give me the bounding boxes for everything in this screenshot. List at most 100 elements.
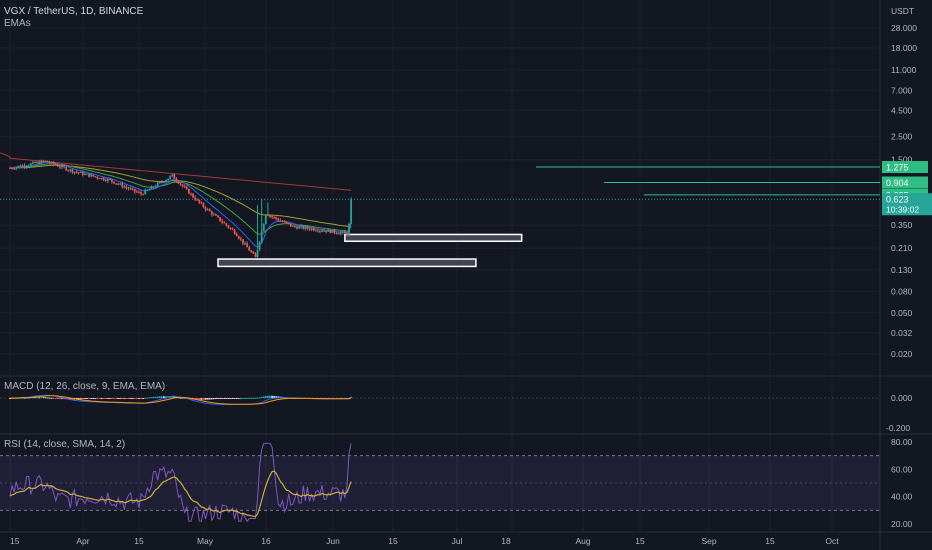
candle-body (333, 230, 336, 233)
candle-body (196, 199, 199, 201)
candle-body (302, 226, 305, 229)
support-zone-2 (344, 233, 523, 242)
candle-body (25, 165, 28, 167)
candle-body (46, 160, 49, 163)
macd-histogram-bar (152, 396, 155, 398)
candle-body (348, 223, 350, 235)
time-tick-label: 18 (501, 536, 511, 546)
candle-body (23, 165, 26, 167)
macd-histogram-bar (63, 398, 65, 400)
candle-body (67, 170, 70, 172)
candle-body (237, 236, 240, 239)
candle-body (59, 166, 61, 168)
candle-body (210, 211, 213, 215)
macd-title[interactable]: MACD (12, 26, close, 9, EMA, EMA) (4, 381, 166, 392)
candle-body (86, 173, 88, 175)
chart-title[interactable]: VGX / TetherUS, 1D, BINANCE (4, 6, 144, 17)
macd-histogram-bar (104, 398, 107, 399)
grid (0, 0, 880, 532)
candle-body (75, 171, 78, 173)
candle-body (275, 217, 278, 219)
candle-body (204, 207, 207, 210)
candle-body (343, 231, 346, 233)
candle-body (296, 226, 298, 229)
macd-histogram-bar (90, 398, 93, 399)
macd-histogram-bar (217, 398, 219, 399)
macd-histogram-bar (79, 398, 82, 400)
resistance-levels[interactable] (0, 166, 880, 200)
candle-body (187, 188, 190, 194)
macd-histogram-bar (148, 397, 151, 399)
candle-body (65, 167, 68, 171)
candle-body (40, 160, 43, 164)
macd-histogram-bar (210, 398, 213, 400)
ema-lines (0, 152, 352, 248)
candle-body (36, 161, 38, 164)
candle-body (291, 225, 294, 227)
macd-histogram-bar (219, 398, 221, 399)
macd-histogram-bar (48, 397, 51, 399)
macd-histogram-bar (248, 397, 251, 399)
level-tag-bg (882, 176, 928, 189)
candle-body (171, 174, 174, 177)
indicator-label[interactable]: EMAs (4, 18, 31, 29)
candle-body (321, 230, 323, 232)
macd-histogram-bar (106, 398, 109, 399)
macd-histogram-bar (140, 398, 142, 399)
macd-histogram-bar (200, 398, 203, 400)
rsi-ma-line (9, 470, 352, 518)
rsi-title[interactable]: RSI (14, close, SMA, 14, 2) (4, 439, 126, 450)
rsi-tick-label: 60.00 (891, 464, 913, 474)
macd-histogram-bar (267, 395, 269, 398)
macd-histogram-bar (275, 396, 278, 398)
candle-body (310, 228, 313, 230)
macd-histogram-bar (100, 398, 103, 399)
macd-histogram-bar (262, 396, 265, 398)
candle-body (73, 171, 76, 173)
macd-histogram-bar (117, 398, 120, 399)
macd-histogram-bar (237, 398, 240, 399)
macd-histogram-bar (250, 397, 253, 399)
macd-histogram-bar (27, 397, 30, 399)
price-axis[interactable]: USDT 28.000 18.000 11.000 7.000 4.500 2.500 1.5… (882, 6, 932, 529)
macd-histogram-bar (187, 398, 190, 400)
candle-body (181, 184, 184, 187)
candle-body (81, 171, 84, 175)
macd-histogram-bar (246, 397, 249, 399)
candle-body (277, 218, 280, 221)
macd-histogram-bar (242, 397, 244, 399)
time-tick-label: May (197, 536, 214, 546)
macd-histogram-bar (196, 398, 199, 400)
candle-body (63, 165, 65, 168)
candle-body (314, 230, 317, 232)
macd-histogram-bar (179, 397, 182, 399)
candle-body (31, 162, 34, 164)
candle-body (271, 216, 273, 218)
candle-body (44, 160, 47, 162)
candle-body (327, 229, 330, 232)
candle-body (183, 186, 186, 188)
candle-body (198, 199, 201, 203)
macd-histogram-bar (212, 398, 215, 400)
candle-body (346, 232, 348, 235)
candle-body (42, 160, 45, 162)
macd-histogram-bar (204, 398, 207, 400)
candle-body (77, 172, 80, 174)
macd-histogram-bar (94, 398, 97, 399)
candle-body (185, 187, 188, 189)
macd-histogram-bar (208, 398, 211, 400)
macd-histogram-bar (127, 398, 130, 399)
candle-body (239, 238, 242, 240)
candle-body (146, 189, 149, 191)
candle-body (96, 176, 99, 179)
time-axis[interactable]: 15 Apr 15 May 16 Jun 15 Jul 18 Aug 15 Sep 15 Oct (10, 536, 839, 546)
macd-histogram-bar (269, 395, 271, 398)
candle-body (83, 173, 86, 175)
macd-histogram-bar (81, 398, 84, 400)
candle-body (231, 228, 234, 230)
candle-body (52, 162, 55, 165)
support-zones[interactable] (217, 233, 523, 268)
